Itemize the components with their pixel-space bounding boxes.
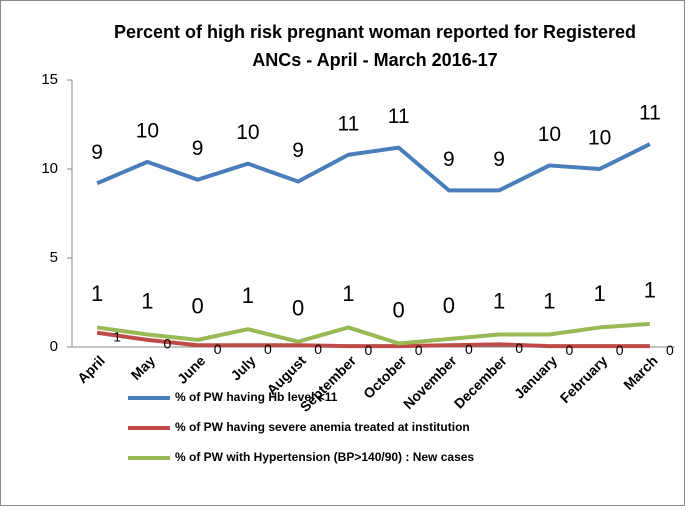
data-label: 0 [616, 342, 624, 358]
data-label: 0 [666, 342, 674, 358]
data-label: 0 [163, 336, 171, 352]
data-label: 0 [314, 341, 322, 357]
data-label: 0 [443, 293, 455, 318]
legend-label: % of PW having Hb level <11 [175, 390, 338, 404]
data-label: 9 [292, 139, 304, 162]
data-label: 11 [337, 112, 359, 135]
chart-title: Percent of high risk pregnant woman repo… [113, 22, 637, 70]
data-label: 1 [91, 281, 103, 306]
data-label: 0 [393, 297, 405, 322]
data-label: 1 [141, 288, 153, 313]
data-label: 0 [192, 294, 204, 319]
data-label: 11 [388, 105, 410, 128]
data-label: 0 [364, 342, 372, 358]
data-label: 1 [342, 281, 354, 306]
data-label: 1 [543, 288, 555, 313]
x-tick-label: March [620, 352, 660, 392]
legend-label: % of PW with Hypertension (BP>140/90) : … [175, 450, 474, 464]
data-label: 10 [588, 127, 611, 150]
series-line [96, 321, 651, 346]
series-line [96, 330, 650, 349]
x-tick-label: February [557, 352, 611, 406]
x-tick-label: December [451, 352, 511, 412]
x-tick-label: October [360, 352, 410, 402]
data-label: 10 [538, 123, 561, 146]
data-label: 9 [443, 148, 455, 171]
x-tick-label: January [511, 352, 560, 401]
series-line [96, 142, 651, 193]
chart-border [0, 0, 685, 506]
data-label: 10 [236, 121, 259, 144]
legend-label: % of PW having severe anemia treated at … [175, 420, 470, 434]
data-label: 1 [113, 328, 121, 344]
data-label: 0 [415, 342, 423, 358]
data-label: 11 [639, 102, 661, 125]
data-label: 10 [136, 119, 159, 142]
data-label: 1 [493, 288, 505, 313]
y-tick-label: 0 [50, 338, 58, 355]
data-label: 0 [515, 340, 523, 356]
data-label: 1 [594, 281, 606, 306]
data-label: 1 [644, 278, 656, 303]
data-label: 0 [565, 342, 573, 358]
x-tick-label: November [400, 352, 460, 412]
y-tick-label: 10 [41, 160, 58, 177]
data-label: 1 [242, 283, 254, 308]
data-label: 0 [465, 341, 473, 357]
data-label: 9 [493, 148, 505, 171]
data-label: 9 [192, 137, 204, 160]
y-tick-label: 5 [50, 249, 58, 266]
y-tick-label: 15 [41, 71, 58, 88]
x-tick-label: May [128, 352, 159, 383]
data-label: 0 [292, 295, 304, 320]
data-label: 0 [214, 341, 222, 357]
x-tick-label: July [227, 352, 258, 383]
data-label: 9 [91, 141, 103, 164]
x-tick-label: June [174, 352, 209, 387]
x-tick-label: April [74, 352, 108, 386]
data-label: 0 [264, 341, 272, 357]
